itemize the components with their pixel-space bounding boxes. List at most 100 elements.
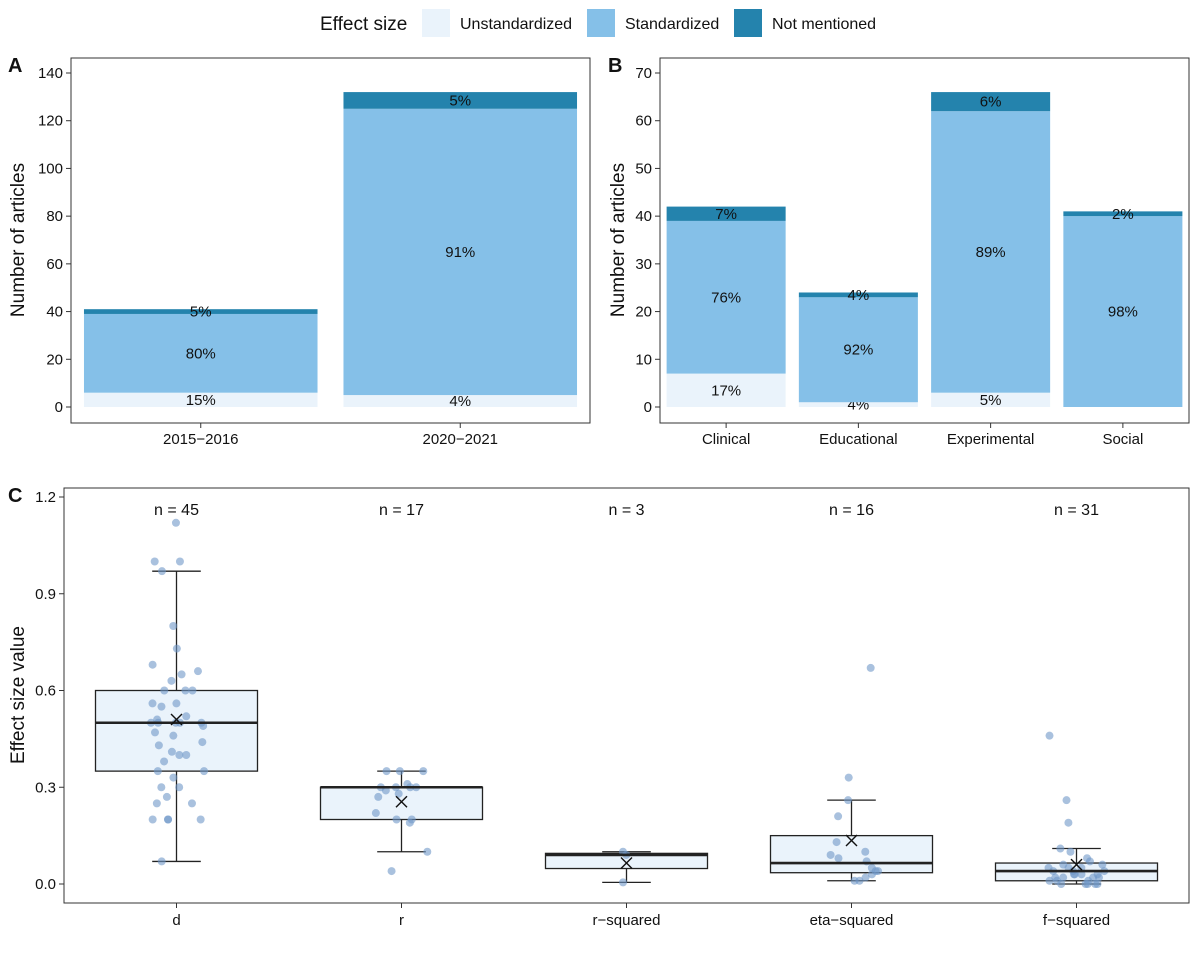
panel-c-point [148,815,157,824]
panel-c-point [175,783,184,792]
panel-b-bar-standardized [1063,216,1183,407]
panel-a-ytick-label: 20 [46,351,63,368]
panel-a-xtick-label: 2015−2016 [163,431,239,448]
panel-a-bar-unstandardized [343,395,578,407]
panel-b-bar-unstandardized [666,373,786,407]
panel-b-xtick-label: Educational [819,431,897,448]
panel-a-bar-unstandardized [83,392,318,407]
panel-c-point [1062,796,1071,805]
panel-a-ytick-label: 80 [46,208,63,225]
panel-c-ytick-label: 0.6 [35,683,56,700]
panel-b-bar-not-mentioned [666,206,786,221]
panel-b-ytick-label: 10 [635,351,652,368]
panel-b-segment-label: 4% [848,287,870,304]
panel-b-segment-label: 7% [715,206,737,223]
panel-c-letter: C [8,485,22,507]
panel-c-point [1057,880,1066,888]
panel-b-ytick-label: 60 [635,113,652,130]
panel-a-letter: A [8,55,22,77]
panel-b-ytick-label: 70 [635,65,652,82]
legend: Effect size Unstandardized Standardized … [320,9,876,37]
panel-b-ylabel: Number of articles [608,163,629,317]
panel-c-point [188,686,197,695]
panel-b-segment-label: 98% [1108,304,1138,321]
panel-b-bar-not-mentioned [798,292,918,298]
panel-c-point [169,773,178,782]
panel-a-bar-not-mentioned [83,309,318,314]
panel-c-point [157,857,166,866]
panel-c-point [1056,844,1065,853]
panel-c-xtick-label: d [172,912,180,929]
panel-c-point [387,867,396,876]
panel-a-segment-label: 5% [449,92,471,109]
panel-b-xtick-label: Experimental [947,431,1035,448]
panel-a-segment-label: 4% [449,393,471,410]
panel-a-segment-label: 91% [445,244,475,261]
legend-swatch-not-mentioned [734,9,762,37]
panel-c-mean-marker [1070,858,1083,871]
panel-b: B Number of articles 0 10 20 30 40 50 60 70 17% 7… [608,55,1190,448]
panel-b-bar-not-mentioned [1063,211,1183,217]
panel-b-bar-unstandardized [798,402,918,407]
panel-a-bar-standardized [343,108,578,396]
panel-c-n-label: n = 31 [1054,502,1099,519]
panel-c-point [196,815,205,824]
panel-c-mean-marker [845,834,858,847]
panel-c-point [619,878,628,887]
panel-c-point [392,815,401,824]
panel-a-ytick-label: 40 [46,304,63,321]
panel-c-point [200,767,209,776]
panel-a-frame [70,57,591,424]
panel-c-point [171,518,180,527]
panel-c-xtick-label: f−squared [1043,912,1110,929]
panel-c-n-label: n = 17 [379,502,424,519]
panel-c-box [769,834,934,874]
panel-c-point [1064,818,1073,827]
panel-b-segment-label: 89% [976,244,1006,261]
panel-c-point [1081,880,1090,888]
panel-b-segment-label: 6% [980,94,1002,111]
panel-c-ytick-label: 0.0 [35,876,56,893]
panel-c-point [154,741,163,750]
legend-label-standardized: Standardized [625,16,719,33]
panel-c-point [832,838,841,847]
panel-b-segment-label: 92% [843,342,873,359]
legend-swatch-unstandardized [422,9,450,37]
panel-c-point [1059,873,1068,882]
panel-c-point [187,799,196,808]
panel-c-point [157,567,166,576]
panel-b-frame [659,57,1190,424]
panel-c-point [866,663,875,672]
panel-c-point [148,699,157,708]
panel-c-point [395,767,404,776]
panel-a-ytick-label: 0 [55,399,63,416]
panel-c-point [826,850,835,859]
panel-c-xtick-label: eta−squared [810,912,894,929]
panel-c-point [167,676,176,685]
panel-c-point [175,751,184,759]
panel-b-segment-label: 76% [711,289,741,306]
panel-c-point [850,876,859,885]
panel-b-ytick-label: 0 [644,399,652,416]
panel-c-point [405,818,414,827]
panel-c-point [172,699,181,708]
panel-c-point [152,799,161,808]
panel-a-ytick-label: 60 [46,256,63,273]
panel-c-point [1045,876,1054,885]
panel-a-ytick-label: 120 [38,113,63,130]
panel-b-segment-label: 17% [711,382,741,399]
legend-label-unstandardized: Unstandardized [460,16,572,33]
panel-b-ytick-label: 50 [635,160,652,177]
panel-a-ytick-label: 100 [38,160,63,177]
panel-b-bar-standardized [666,220,786,374]
panel-a-bar-not-mentioned [343,92,578,109]
panel-c-point [1085,857,1094,866]
panel-c-mean-marker [395,795,408,808]
panel-c-point [150,557,159,566]
panel-a-ylabel: Number of articles [8,163,29,317]
panel-c-point [1091,880,1100,888]
panel-c-point [382,767,391,776]
panel-c-point [157,783,166,792]
panel-c-point [1045,731,1054,740]
